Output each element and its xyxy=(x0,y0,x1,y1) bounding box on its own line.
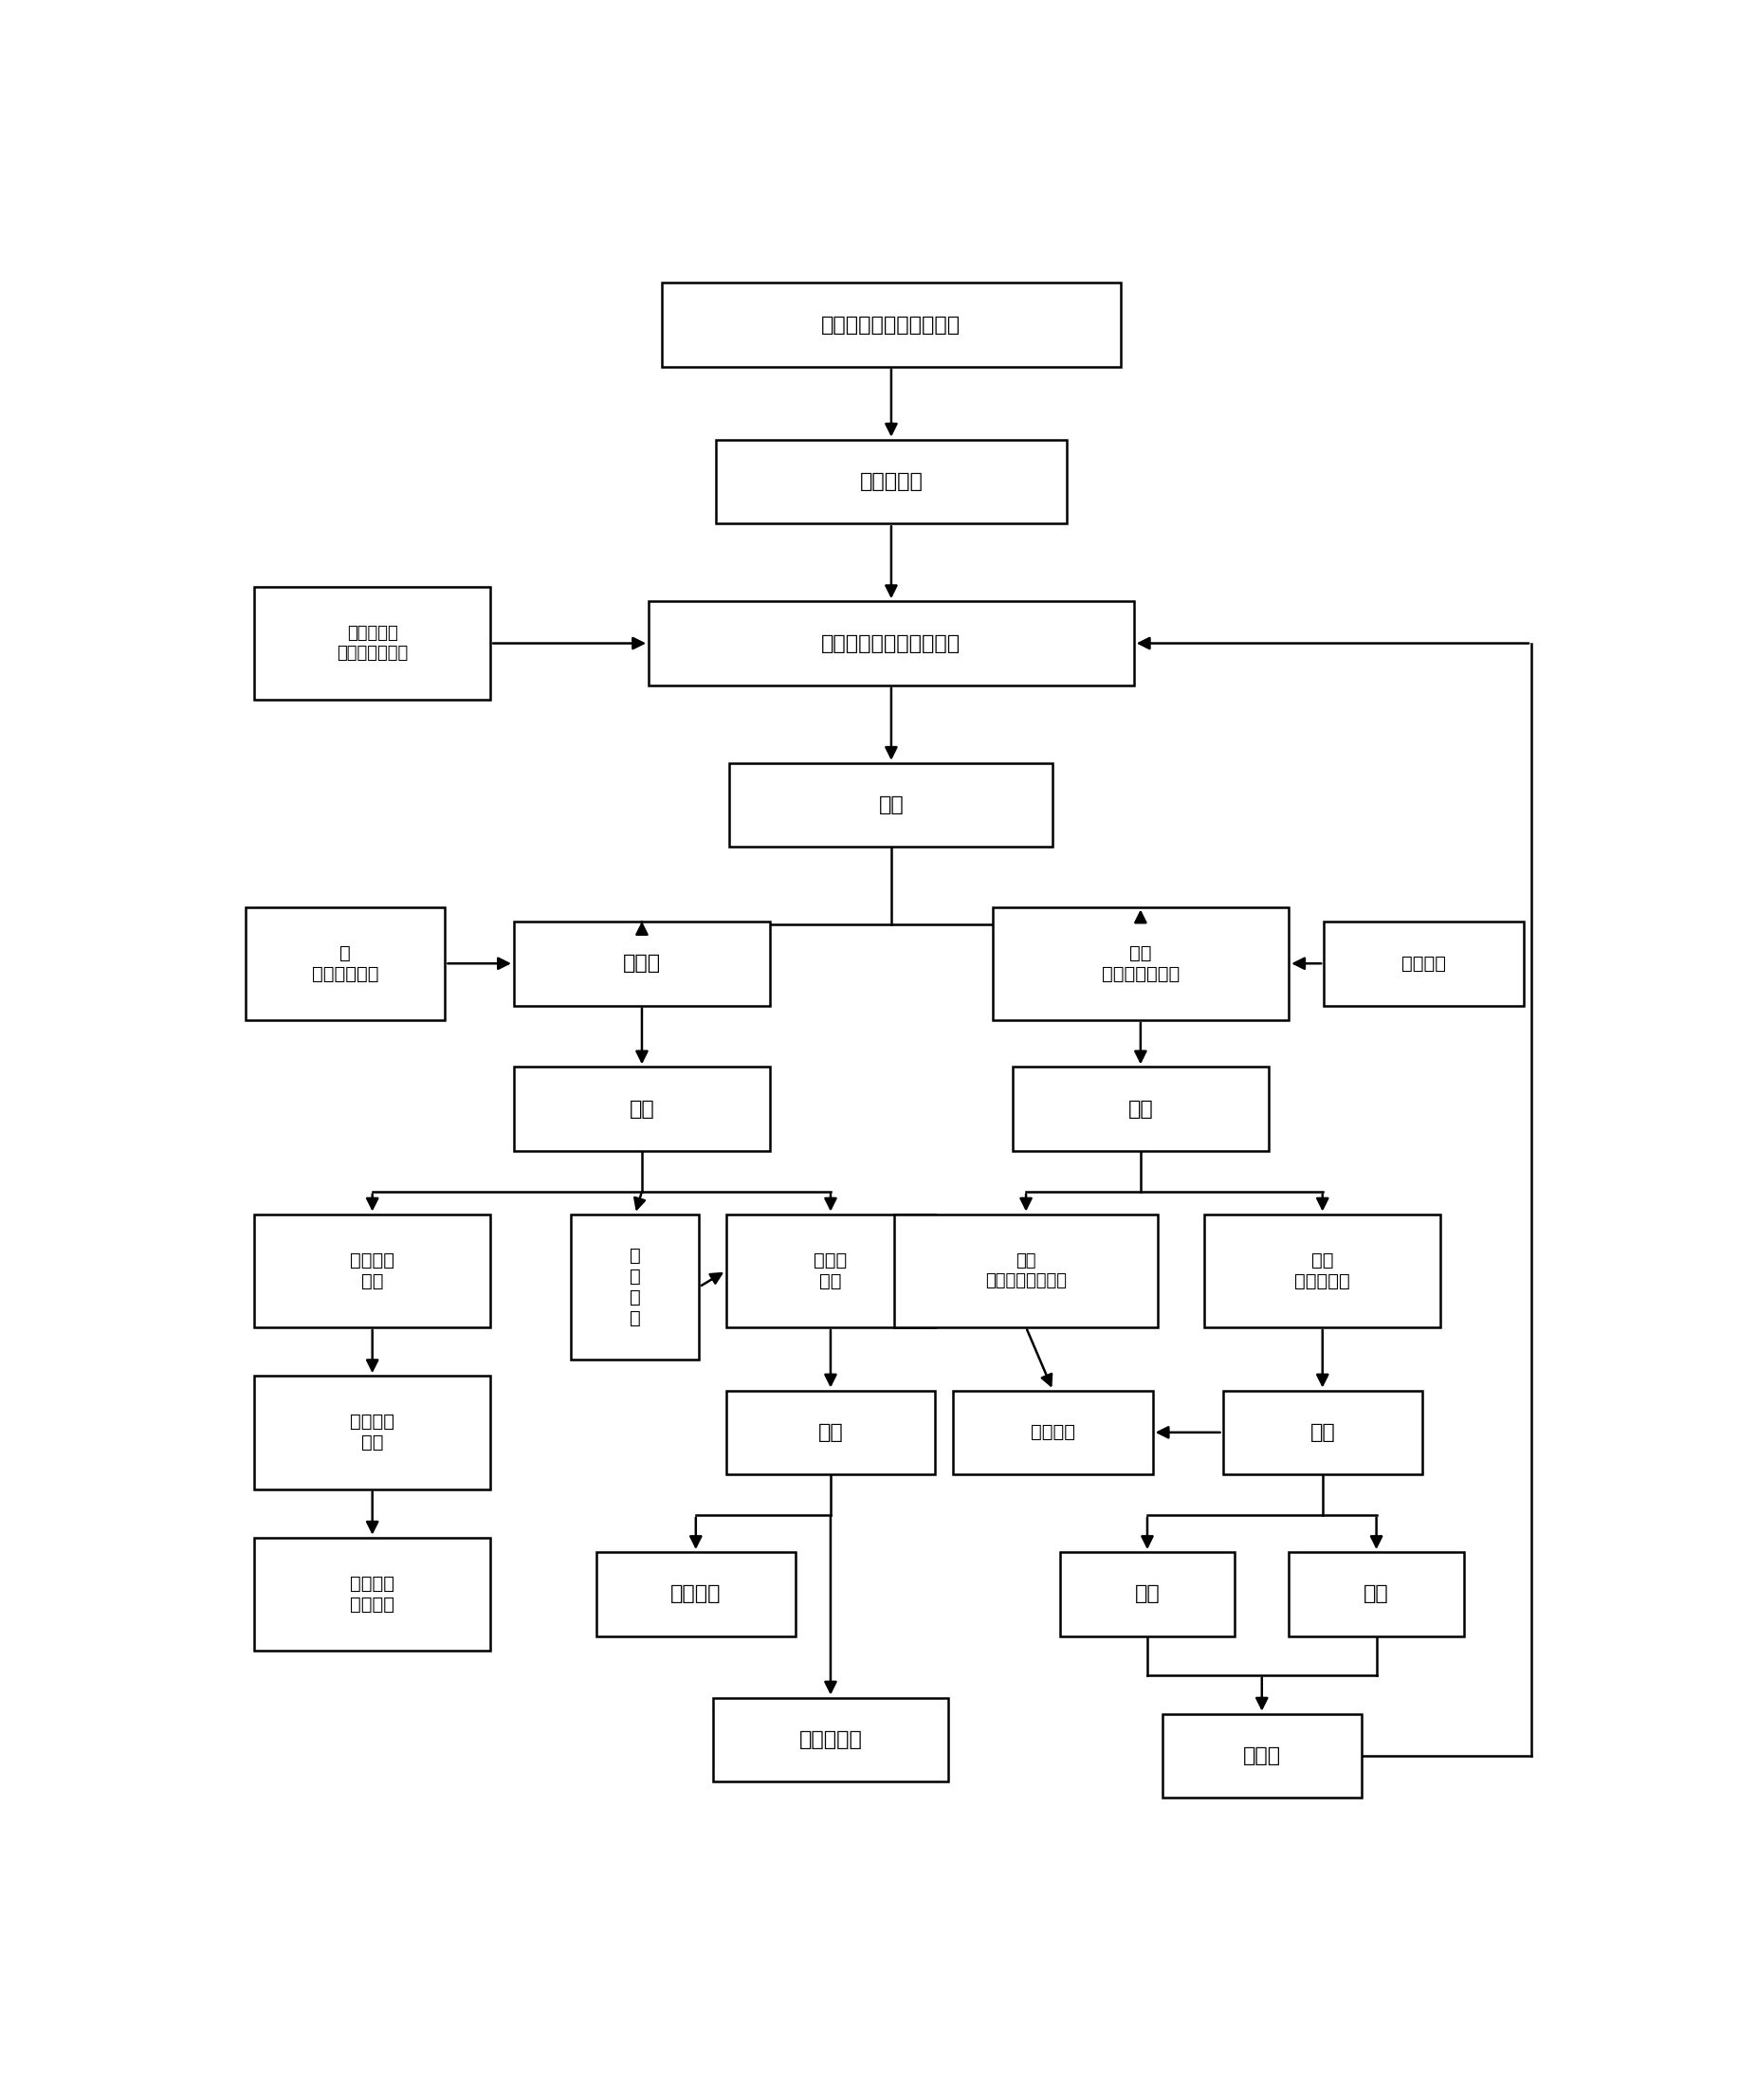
Bar xyxy=(254,1376,490,1489)
Bar xyxy=(730,762,1054,846)
Text: 二
氧
化
碳: 二 氧 化 碳 xyxy=(630,1247,640,1327)
Text: 高炉渣或鬿鐵矿或高鬿渣: 高炉渣或鬿鐵矿或高鬿渣 xyxy=(821,315,962,334)
Bar xyxy=(716,439,1066,523)
Text: 过滤: 过滤 xyxy=(878,796,904,815)
Text: 渴化氢: 渴化氢 xyxy=(1243,1747,1282,1766)
Text: 过滤: 过滤 xyxy=(817,1424,843,1443)
Bar xyxy=(1012,1067,1269,1151)
Bar xyxy=(596,1552,795,1636)
Text: 二氧化硯: 二氧化硯 xyxy=(671,1586,722,1604)
Bar xyxy=(515,922,770,1006)
Text: 渴化氢溶液
（第一次加入）: 渴化氢溶液 （第一次加入） xyxy=(337,626,409,662)
Bar xyxy=(254,586,490,699)
Text: 碳酸销溶液: 碳酸销溶液 xyxy=(798,1730,863,1749)
Bar xyxy=(649,601,1134,685)
Bar xyxy=(663,284,1120,368)
Text: 氢气: 氢气 xyxy=(1134,1586,1160,1604)
Text: 电解: 电解 xyxy=(1309,1424,1336,1443)
Bar xyxy=(254,1537,490,1651)
Text: 溶液
（溴化销）: 溶液 （溴化销） xyxy=(1294,1252,1351,1289)
Bar xyxy=(1162,1714,1362,1798)
Bar xyxy=(1323,922,1523,1006)
Text: 氢氧化销: 氢氧化销 xyxy=(1031,1424,1075,1441)
Text: 二氧化鬿
和水: 二氧化鬿 和水 xyxy=(350,1252,395,1289)
Text: 过滤: 过滤 xyxy=(1129,1100,1153,1119)
Bar xyxy=(727,1390,936,1474)
Text: 研磨好的原料加入反应釜: 研磨好的原料加入反应釜 xyxy=(821,634,962,653)
Text: 研磨并分选: 研磨并分选 xyxy=(859,472,923,491)
Text: 控制条件
烧结: 控制条件 烧结 xyxy=(350,1413,395,1451)
Bar xyxy=(570,1214,699,1359)
Bar xyxy=(1059,1552,1235,1636)
Text: 氢氧化销: 氢氧化销 xyxy=(1402,956,1445,972)
Text: 过滤: 过滤 xyxy=(630,1100,654,1119)
Bar xyxy=(993,907,1289,1021)
Bar xyxy=(1289,1552,1464,1636)
Text: 溶液
（金属溴化物）: 溶液 （金属溴化物） xyxy=(1101,945,1179,983)
Text: 硅酸销
溶液: 硅酸销 溶液 xyxy=(814,1252,847,1289)
Text: 剩余物: 剩余物 xyxy=(623,953,661,972)
Text: 金红石型
二氧化鬿: 金红石型 二氧化鬿 xyxy=(350,1575,395,1613)
Bar xyxy=(245,907,445,1021)
Text: 沉淠
（金属氢氧化物）: 沉淠 （金属氢氧化物） xyxy=(986,1252,1066,1289)
Bar xyxy=(713,1697,948,1781)
Bar xyxy=(894,1214,1158,1327)
Bar xyxy=(515,1067,770,1151)
Bar xyxy=(727,1214,936,1327)
Text: 渴气: 渴气 xyxy=(1363,1586,1389,1604)
Bar xyxy=(1205,1214,1440,1327)
Bar xyxy=(254,1214,490,1327)
Bar xyxy=(953,1390,1153,1474)
Text: 简
（氢氧化销）: 简 （氢氧化销） xyxy=(311,945,379,983)
Bar xyxy=(1223,1390,1423,1474)
